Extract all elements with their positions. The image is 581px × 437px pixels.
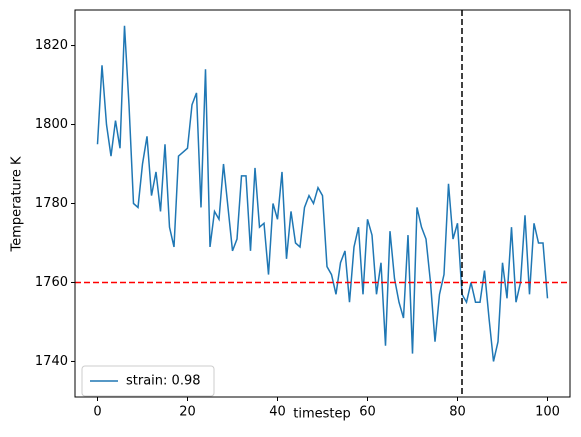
- plot-frame: [74, 9, 571, 398]
- legend-label: strain: 0.98: [126, 374, 201, 389]
- y-tick-label: 1740: [35, 354, 68, 369]
- x-tick-label: 60: [359, 405, 376, 420]
- legend-box: [81, 365, 215, 397]
- x-tick-label: 40: [269, 405, 286, 420]
- y-tick-label: 1800: [35, 117, 68, 132]
- x-tick-label: 20: [179, 405, 196, 420]
- x-tick-label: 100: [535, 405, 560, 420]
- line: [96, 25, 549, 362]
- y-tick-label: 1780: [35, 196, 68, 211]
- x-tick-label: 80: [449, 405, 466, 420]
- y-axis-label: Temperature K: [10, 156, 25, 252]
- x-axis-label: timestep: [293, 407, 351, 422]
- x-tick-label: 0: [93, 405, 101, 420]
- y-tick-label: 1820: [35, 38, 68, 53]
- y-tick-label: 1760: [35, 275, 68, 290]
